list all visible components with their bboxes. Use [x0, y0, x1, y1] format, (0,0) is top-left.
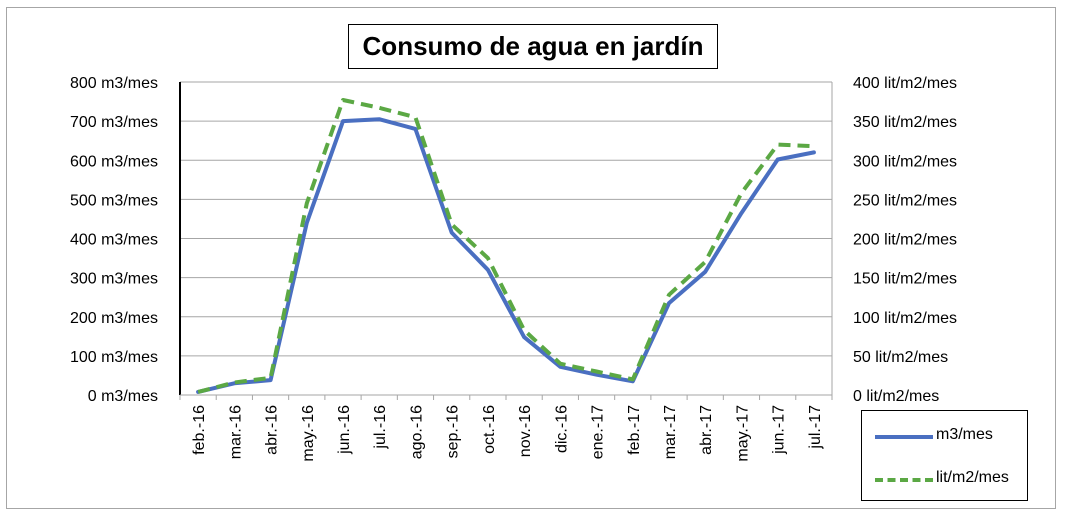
y-right-tick-label: 100 lit/m2/mes	[853, 310, 957, 327]
x-tick-label: feb.-16	[191, 405, 208, 455]
y-left-tick-label: 600 m3/mes	[70, 153, 158, 170]
y-right-tick-label: 150 lit/m2/mes	[853, 271, 957, 288]
legend-swatch-lit	[875, 478, 933, 482]
series-line-m3	[196, 117, 816, 394]
x-tick-label: feb.-17	[626, 405, 643, 455]
x-tick-label: may.-17	[734, 405, 751, 462]
x-tick-label: mar.-16	[227, 405, 244, 459]
x-tick-label: dic.-16	[553, 405, 570, 453]
y-right-tick-label: 250 lit/m2/mes	[853, 192, 957, 209]
x-tick-label: jul.-17	[807, 405, 824, 450]
x-tick-label: sep.-16	[445, 405, 462, 458]
x-tick-label: may.-16	[300, 405, 317, 462]
legend-item-m3: m3/mes	[862, 424, 1027, 450]
x-tick-label: jul.-16	[372, 405, 389, 450]
y-right-tick-label: 300 lit/m2/mes	[853, 153, 957, 170]
y-left-tick-label: 500 m3/mes	[70, 192, 158, 209]
x-tick-label: ene.-17	[590, 405, 607, 459]
x-tick-label: abr.-17	[698, 405, 715, 455]
x-tick-label: oct.-16	[481, 405, 498, 454]
legend-item-lit: lit/m2/mes	[862, 467, 1027, 493]
chart-frame	[6, 7, 1056, 509]
y-right-tick-label: 350 lit/m2/mes	[853, 114, 957, 131]
x-tick-label: mar.-17	[662, 405, 679, 459]
y-left-tick-label: 100 m3/mes	[70, 349, 158, 366]
y-right-tick-label: 50 lit/m2/mes	[853, 349, 948, 366]
y-left-tick-label: 200 m3/mes	[70, 310, 158, 327]
legend-swatch-m3	[875, 435, 933, 439]
y-right-tick-label: 0 lit/m2/mes	[853, 388, 939, 405]
x-tick-label: jun.-16	[336, 405, 353, 455]
y-left-tick-label: 0 m3/mes	[88, 388, 158, 405]
x-tick-label: jun.-17	[771, 405, 788, 455]
chart-title: Consumo de agua en jardín	[348, 24, 718, 69]
y-right-tick-label: 400 lit/m2/mes	[853, 75, 957, 92]
y-right-tick-label: 200 lit/m2/mes	[853, 232, 957, 249]
y-left-tick-label: 400 m3/mes	[70, 232, 158, 249]
y-left-tick-label: 700 m3/mes	[70, 114, 158, 131]
series-line-lit	[197, 98, 814, 394]
x-tick-label: ago.-16	[408, 405, 425, 459]
x-tick-label: abr.-16	[264, 405, 281, 455]
legend-label-m3: m3/mes	[936, 426, 993, 443]
x-tick-label: nov.-16	[517, 405, 534, 457]
y-left-tick-label: 300 m3/mes	[70, 271, 158, 288]
y-left-tick-label: 800 m3/mes	[70, 75, 158, 92]
legend-label-lit: lit/m2/mes	[936, 469, 1009, 486]
legend: m3/mes lit/m2/mes	[861, 410, 1028, 501]
